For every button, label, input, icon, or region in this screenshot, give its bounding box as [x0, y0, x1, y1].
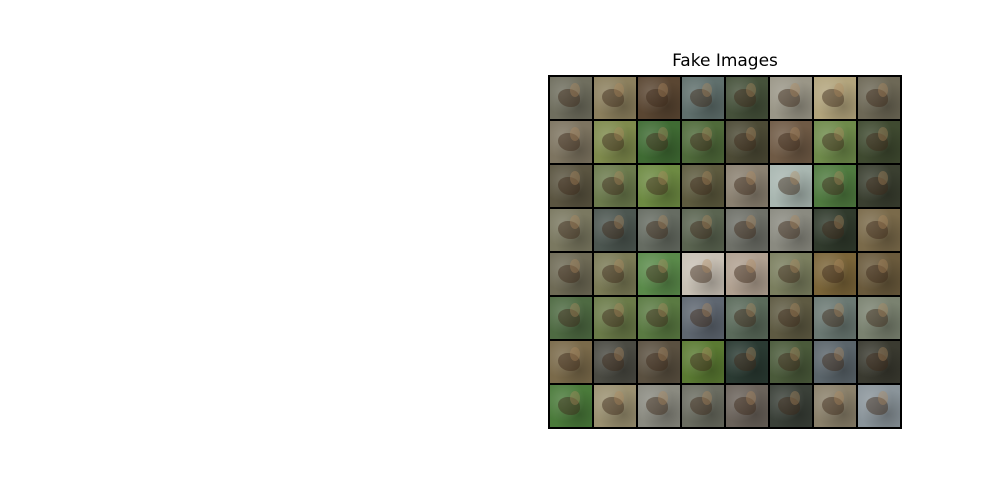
generated-image-tile [726, 297, 768, 339]
generated-image-tile [770, 77, 812, 119]
generated-image-tile [682, 341, 724, 383]
generated-image-tile [594, 165, 636, 207]
generated-image-tile [858, 77, 900, 119]
generated-image-tile [770, 297, 812, 339]
generated-image-tile [550, 253, 592, 295]
generated-image-tile [726, 385, 768, 427]
generated-image-tile [682, 385, 724, 427]
generated-image-tile [638, 165, 680, 207]
generated-image-tile [682, 77, 724, 119]
generated-image-tile [770, 121, 812, 163]
generated-image-tile [770, 165, 812, 207]
generated-image-tile [858, 253, 900, 295]
generated-image-tile [594, 77, 636, 119]
generated-image-tile [726, 77, 768, 119]
generated-image-tile [726, 209, 768, 251]
generated-image-tile [726, 341, 768, 383]
generated-image-tile [858, 297, 900, 339]
generated-image-tile [770, 209, 812, 251]
generated-image-tile [770, 385, 812, 427]
generated-image-tile [594, 297, 636, 339]
generated-image-tile [594, 385, 636, 427]
generated-image-tile [726, 253, 768, 295]
generated-image-tile [682, 297, 724, 339]
generated-image-tile [638, 385, 680, 427]
generated-image-tile [770, 341, 812, 383]
generated-image-tile [638, 341, 680, 383]
generated-image-tile [638, 121, 680, 163]
generated-image-tile [638, 253, 680, 295]
generated-image-tile [682, 209, 724, 251]
generated-image-tile [858, 209, 900, 251]
generated-image-tile [814, 341, 856, 383]
image-grid [549, 76, 901, 428]
generated-image-tile [682, 253, 724, 295]
generated-image-tile [858, 385, 900, 427]
generated-image-tile [550, 77, 592, 119]
generated-image-tile [814, 297, 856, 339]
generated-image-tile [814, 385, 856, 427]
generated-image-tile [550, 121, 592, 163]
generated-image-tile [638, 77, 680, 119]
generated-image-tile [594, 209, 636, 251]
generated-image-tile [550, 209, 592, 251]
generated-image-tile [550, 297, 592, 339]
generated-image-tile [682, 165, 724, 207]
generated-image-tile [550, 385, 592, 427]
figure-title: Fake Images [672, 51, 778, 71]
generated-image-tile [550, 165, 592, 207]
generated-image-tile [550, 341, 592, 383]
generated-image-tile [814, 209, 856, 251]
generated-image-tile [726, 121, 768, 163]
generated-image-tile [726, 165, 768, 207]
generated-image-tile [770, 253, 812, 295]
image-grid-frame [548, 75, 902, 429]
generated-image-tile [638, 297, 680, 339]
generated-image-tile [594, 121, 636, 163]
generated-image-tile [814, 121, 856, 163]
generated-image-tile [858, 121, 900, 163]
generated-image-tile [594, 341, 636, 383]
generated-image-tile [858, 341, 900, 383]
generated-image-tile [814, 165, 856, 207]
generated-image-tile [682, 121, 724, 163]
generated-image-tile [858, 165, 900, 207]
generated-image-tile [814, 253, 856, 295]
generated-image-tile [814, 77, 856, 119]
generated-image-tile [638, 209, 680, 251]
generated-image-tile [594, 253, 636, 295]
